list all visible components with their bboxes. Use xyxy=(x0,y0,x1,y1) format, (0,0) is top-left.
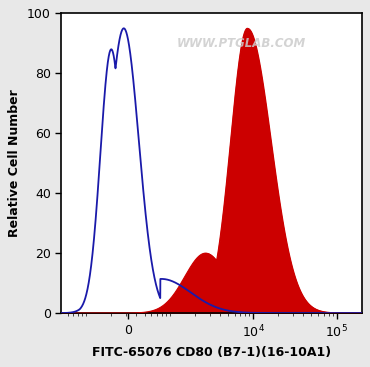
X-axis label: FITC-65076 CD80 (B7-1)(16-10A1): FITC-65076 CD80 (B7-1)(16-10A1) xyxy=(92,346,331,359)
Text: WWW.PTGLAB.COM: WWW.PTGLAB.COM xyxy=(177,37,306,50)
Y-axis label: Relative Cell Number: Relative Cell Number xyxy=(9,89,21,237)
